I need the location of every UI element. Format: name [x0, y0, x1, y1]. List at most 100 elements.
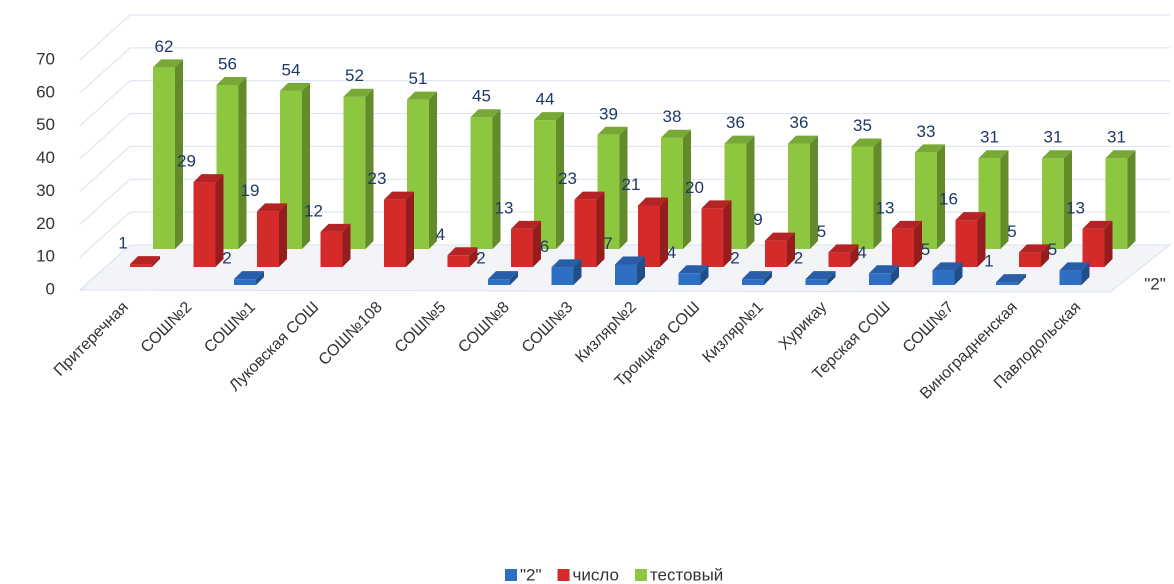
bar-front — [574, 199, 597, 267]
value-label: 4 — [667, 243, 676, 262]
value-label: 23 — [558, 169, 577, 188]
y-tick-label: 50 — [36, 115, 55, 134]
bar-front — [343, 96, 366, 249]
bar-front — [788, 143, 810, 249]
bar — [320, 223, 351, 267]
bar-front — [742, 279, 764, 285]
value-label: 1 — [984, 252, 993, 271]
x-tick-label: СОШ№1 — [201, 299, 259, 357]
bar-front — [384, 199, 406, 267]
bar-top — [343, 88, 374, 97]
value-label: 31 — [1107, 128, 1126, 147]
bar-side — [891, 265, 899, 285]
bar-front — [851, 146, 874, 249]
bar-top — [1082, 220, 1113, 229]
value-label: 51 — [409, 69, 428, 88]
bar-side — [827, 271, 836, 285]
bar-side — [746, 135, 755, 249]
bar-top — [153, 59, 183, 68]
bar-side — [492, 109, 501, 249]
value-label: 2 — [476, 249, 485, 268]
bar — [828, 244, 859, 267]
bar-side — [175, 59, 183, 249]
bar-side — [764, 271, 772, 285]
bar-side — [1081, 262, 1090, 285]
bar — [701, 200, 732, 267]
x-tick-label: Хурикау — [776, 299, 830, 353]
bar — [1042, 150, 1072, 249]
value-label: 1 — [118, 234, 127, 253]
value-label: 12 — [304, 201, 323, 220]
value-label: 9 — [753, 210, 762, 229]
y-tick-label: 40 — [36, 148, 55, 167]
bar-top — [574, 191, 605, 200]
bar-front — [869, 273, 891, 285]
bar — [343, 88, 374, 249]
bar — [869, 265, 899, 285]
value-label: 38 — [663, 107, 682, 126]
bar-top — [788, 135, 818, 144]
value-label: 21 — [622, 175, 641, 194]
value-label: 19 — [241, 181, 260, 200]
bar-side — [619, 126, 628, 249]
bar-top — [932, 262, 963, 271]
bar-top — [320, 223, 351, 232]
bar — [447, 247, 478, 267]
grid-line — [79, 211, 1170, 258]
bar-top — [551, 259, 582, 268]
bar-top — [1105, 150, 1136, 159]
bar-front — [615, 264, 637, 285]
bar-side — [1127, 150, 1136, 249]
value-label: 7 — [603, 234, 612, 253]
bar — [234, 271, 264, 285]
bar-top — [130, 256, 160, 265]
bar-side — [533, 220, 541, 267]
bar-top — [1042, 150, 1072, 159]
bar-front — [1042, 158, 1064, 249]
bar-top — [978, 150, 1009, 159]
bar-top — [892, 220, 922, 229]
x-tick-label: СОШ№108 — [316, 299, 386, 369]
bar-front — [638, 205, 660, 267]
bar-side — [365, 88, 374, 249]
value-label: 56 — [218, 54, 237, 73]
value-label: 35 — [853, 116, 872, 135]
value-label: 54 — [282, 60, 301, 79]
bar-top — [742, 271, 772, 280]
bar-top — [805, 271, 836, 280]
grid-line — [79, 47, 1170, 94]
x-tick-label: Кизляр№1 — [699, 299, 767, 367]
bar-front — [320, 231, 343, 267]
value-label: 13 — [876, 198, 895, 217]
bar-front — [678, 273, 701, 285]
bar-side — [937, 144, 945, 249]
grid-line — [79, 113, 1170, 159]
legend-label: тестовый — [650, 565, 723, 584]
value-label: 5 — [817, 222, 826, 241]
bar — [1082, 220, 1113, 267]
grid-line — [79, 178, 1170, 225]
value-label: 2 — [730, 249, 739, 268]
x-tick-label: СОШ№2 — [138, 299, 196, 357]
bar-side — [914, 220, 922, 267]
legend-swatch — [505, 569, 517, 581]
value-label: 62 — [155, 37, 174, 56]
bar — [805, 271, 836, 285]
bar — [488, 271, 518, 285]
bar-front — [805, 279, 828, 285]
bar-top — [488, 271, 518, 280]
bar-side — [1104, 220, 1113, 267]
bar-front — [828, 252, 851, 267]
y-tick-label: 10 — [36, 247, 55, 266]
bar-top — [511, 220, 541, 229]
x-tick-label: Притеречная — [51, 299, 132, 380]
bar-side — [573, 259, 582, 285]
bar-side — [637, 256, 645, 285]
bar-top — [661, 129, 691, 138]
bar-side — [1064, 150, 1072, 249]
bar-front — [234, 279, 256, 285]
y-tick-label: 70 — [36, 49, 55, 68]
grid-line — [79, 145, 1170, 192]
